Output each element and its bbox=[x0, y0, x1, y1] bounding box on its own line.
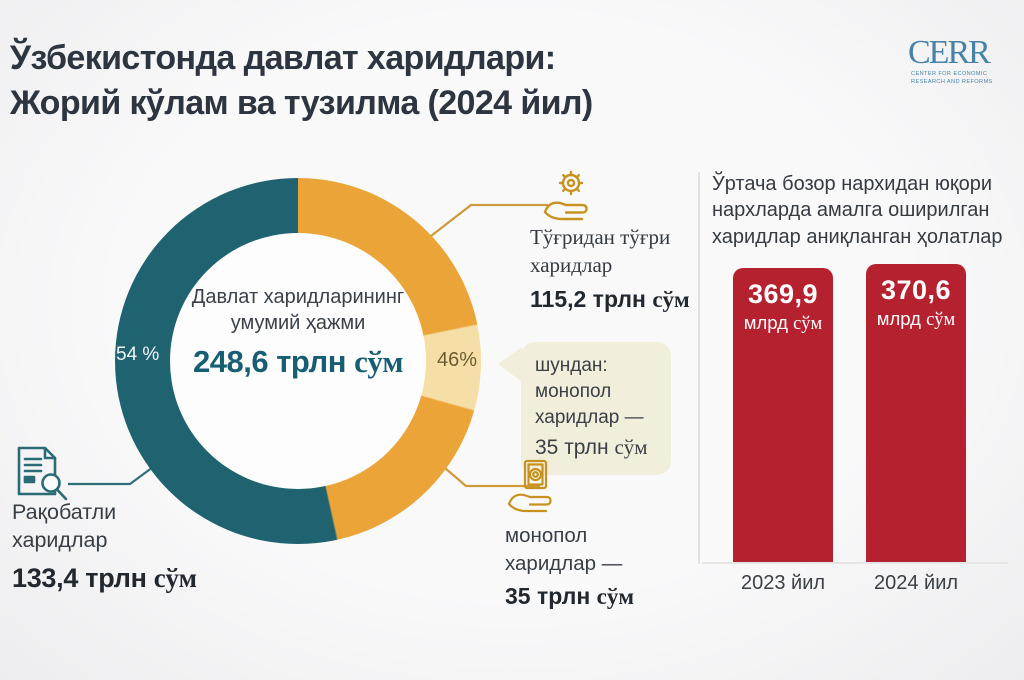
slice-label-direct-pct: 46% bbox=[437, 349, 478, 371]
callout-line2: монопол bbox=[535, 381, 612, 403]
annotation-competitive-line2: харидлар bbox=[12, 528, 108, 553]
callout-line3: харидлар — bbox=[535, 407, 644, 429]
annotation-competitive: Рақобатли харидлар 133,4 трлн сўм bbox=[12, 498, 242, 596]
annotation-direct-line2: харидлар bbox=[530, 252, 613, 277]
donut-center-label: Давлат харидларининг умумий ҳажми 248,6 … bbox=[168, 284, 428, 380]
annotation-direct-line1: Тўғридан тўғри bbox=[530, 225, 671, 249]
callout-tail bbox=[498, 347, 522, 382]
document-search-icon bbox=[17, 446, 68, 501]
callout-monopoly-share: шундан: монопол харидлар — 35 трлн сўм bbox=[521, 342, 671, 475]
donut-hole bbox=[170, 233, 426, 489]
cerr-logo: CERR CENTER FOR ECONOMIC RESEARCH AND RE… bbox=[908, 36, 1012, 86]
annotation-competitive-value: 133,4 трлн сўм bbox=[12, 562, 197, 593]
annotation-monopoly-line2: харидлар — bbox=[505, 551, 623, 575]
annotation-monopoly-value: 35 трлн сўм bbox=[505, 583, 634, 610]
cerr-logo-subtitle: CENTER FOR ECONOMIC RESEARCH AND REFORMS bbox=[911, 71, 993, 85]
donut-chart bbox=[115, 178, 481, 544]
hand-certificate-icon bbox=[507, 459, 552, 513]
page-title-line1: Ўзбекистонда давлат харидлари: bbox=[10, 39, 556, 77]
axis-label-2024: 2024 йил bbox=[873, 572, 959, 594]
donut-total-value: 248,6 трлн сўм bbox=[193, 344, 403, 379]
donut-title-line1: Давлат харидларининг bbox=[191, 286, 405, 308]
annotation-monopoly-line1: монопол bbox=[505, 524, 588, 547]
callout-value: 35 трлн сўм bbox=[535, 434, 648, 459]
bar-2024: 370,6 млрд сўм bbox=[866, 264, 966, 563]
annotation-monopoly: монопол харидлар — 35 трлн сўм bbox=[505, 522, 675, 612]
bar-2023-value: 369,9 bbox=[747, 279, 819, 309]
bar-2024-unit: млрд сўм bbox=[876, 308, 956, 330]
annotation-direct-value: 115,2 трлн сўм bbox=[530, 286, 690, 313]
hand-gear-icon bbox=[543, 170, 588, 221]
cerr-logo-text: CERR bbox=[908, 34, 991, 71]
bar-2023: 369,9 млрд сўм bbox=[733, 268, 833, 563]
bar-chart-baseline bbox=[702, 562, 1008, 564]
bar-chart-title: Ўртача бозор нархидан юқори нархларда ам… bbox=[712, 173, 1003, 248]
page-title: Ўзбекистонда давлат харидлари: Жорий кўл… bbox=[10, 36, 690, 126]
panel-divider bbox=[698, 172, 700, 564]
connector-competitive bbox=[68, 466, 154, 486]
donut-title-line2: умумий ҳажми bbox=[230, 312, 366, 334]
bar-2023-unit: млрд сўм bbox=[743, 312, 823, 334]
axis-label-2023: 2023 йил bbox=[740, 572, 826, 594]
annotation-competitive-line1: Рақобатли bbox=[12, 500, 117, 524]
callout-line1: шундан: bbox=[535, 355, 608, 376]
page-title-line2: Жорий кўлам ва тузилма (2024 йил) bbox=[10, 83, 593, 122]
bar-2024-value: 370,6 bbox=[880, 275, 952, 305]
slice-label-competitive-pct: 54 % bbox=[116, 344, 160, 365]
annotation-direct: Тўғридан тўғри харидлар 115,2 трлн сўм bbox=[530, 224, 700, 316]
